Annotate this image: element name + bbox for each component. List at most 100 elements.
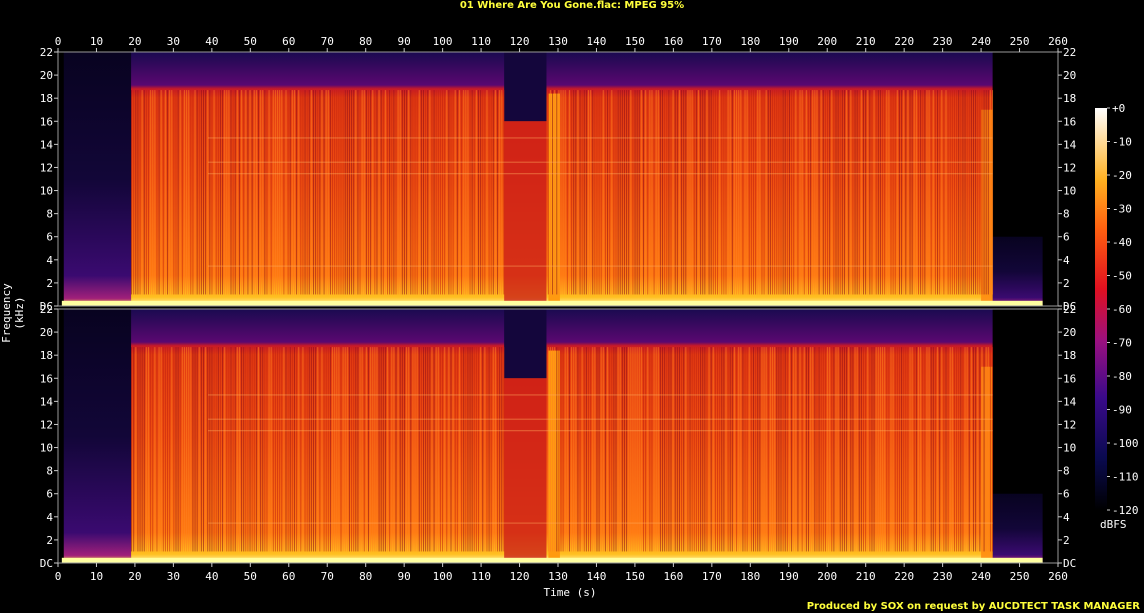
y-tick-label-left: 2 <box>46 534 53 547</box>
y-tick-label-right: 12 <box>1063 161 1076 174</box>
colorbar-tick-label: -80 <box>1112 370 1132 383</box>
tonal-line <box>208 394 993 396</box>
colorbar-label: dBFS <box>1100 518 1127 531</box>
y-tick-label-right: 8 <box>1063 465 1070 478</box>
bass-band <box>61 300 1043 306</box>
x-tick-label-top: 10 <box>90 35 103 48</box>
x-tick-label-bottom: 130 <box>548 570 568 583</box>
x-tick-label-bottom: 120 <box>510 570 530 583</box>
x-tick-label-top: 160 <box>663 35 683 48</box>
panel-background <box>58 52 1058 306</box>
y-tick-label-left: 20 <box>40 326 53 339</box>
x-tick-label-bottom: 240 <box>971 570 991 583</box>
footer-credit: Produced by SOX on request by AUCDTECT T… <box>806 601 1140 612</box>
tonal-line <box>208 418 993 420</box>
streak-texture <box>131 347 994 552</box>
chart-title: 01 Where Are You Gone.flac: MPEG 95% <box>459 0 685 11</box>
x-tick-label-bottom: 40 <box>205 570 218 583</box>
x-tick-label-top: 80 <box>359 35 372 48</box>
fade-tail-region <box>992 493 1043 563</box>
y-tick-label-right: 6 <box>1063 231 1070 244</box>
y-tick-label-right: 2 <box>1063 534 1070 547</box>
y-tick-label-left: 10 <box>40 185 53 198</box>
bright-band <box>548 350 560 563</box>
x-tick-label-bottom: 10 <box>90 570 103 583</box>
x-tick-label-bottom: 140 <box>587 570 607 583</box>
y-tick-label-left: 16 <box>40 372 53 385</box>
colorbar-tick-label: -30 <box>1112 203 1132 216</box>
y-tick-label-left: 4 <box>46 511 53 524</box>
x-tick-label-bottom: 260 <box>1048 570 1068 583</box>
tonal-line <box>208 137 993 139</box>
x-tick-label-top: 180 <box>740 35 760 48</box>
x-tick-label-top: 170 <box>702 35 722 48</box>
x-tick-label-top: 150 <box>625 35 645 48</box>
colorbar-tick-label: -120 <box>1112 504 1139 517</box>
y-tick-label-left: 14 <box>40 138 54 151</box>
x-tick-label-top: 190 <box>779 35 799 48</box>
y-tick-label-right: 22 <box>1063 46 1076 59</box>
audio-region <box>131 309 993 563</box>
bright-band-end <box>981 366 993 563</box>
dropout-region <box>504 309 547 379</box>
x-tick-label-bottom: 60 <box>282 570 295 583</box>
y-tick-label-left: 6 <box>46 488 53 501</box>
colorbar-tick-label: -40 <box>1112 236 1132 249</box>
x-tick-label-top: 70 <box>321 35 334 48</box>
y-tick-label-left: 14 <box>40 395 54 408</box>
y-tick-label-right: 10 <box>1063 442 1076 455</box>
tonal-line <box>208 173 993 175</box>
y-tick-label-left: 12 <box>40 418 53 431</box>
colorbar-tick-label: -50 <box>1112 270 1132 283</box>
x-tick-label-bottom: 170 <box>702 570 722 583</box>
x-tick-label-bottom: 230 <box>933 570 953 583</box>
y-tick-label-left: 22 <box>40 303 53 316</box>
y-tick-label-right: DC <box>1063 557 1076 570</box>
x-tick-label-top: 140 <box>587 35 607 48</box>
x-tick-label-top: 20 <box>128 35 141 48</box>
x-tick-label-bottom: 110 <box>471 570 491 583</box>
x-tick-label-top: 90 <box>398 35 411 48</box>
x-tick-label-bottom: 50 <box>244 570 257 583</box>
y-tick-label-right: 18 <box>1063 92 1076 105</box>
x-tick-label-bottom: 210 <box>856 570 876 583</box>
panel-background <box>58 309 1058 563</box>
panel-frame <box>57 51 1059 307</box>
x-tick-label-top: 100 <box>433 35 453 48</box>
audio-region <box>131 52 993 306</box>
x-tick-label-top: 210 <box>856 35 876 48</box>
colorbar-tick-label: -70 <box>1112 337 1132 350</box>
y-tick-label-left: 4 <box>46 254 53 267</box>
x-tick-label-top: 30 <box>167 35 180 48</box>
dropout-region <box>504 52 547 122</box>
intro-region <box>63 309 132 563</box>
y-tick-label-left: 8 <box>46 208 53 221</box>
y-tick-label-right: 16 <box>1063 115 1076 128</box>
x-tick-label-bottom: 220 <box>894 570 914 583</box>
tonal-line <box>208 161 993 163</box>
x-tick-label-top: 0 <box>55 35 62 48</box>
y-tick-label-left: DC <box>40 557 53 570</box>
y-tick-label-left: 22 <box>40 46 53 59</box>
y-tick-label-left: 12 <box>40 161 53 174</box>
bright-band <box>548 93 560 307</box>
x-tick-label-bottom: 250 <box>1010 570 1030 583</box>
dropout-lower-region <box>504 121 547 306</box>
y-axis-label: Frequency (kHz) <box>0 283 26 343</box>
y-tick-label-right: 20 <box>1063 69 1076 82</box>
x-tick-label-bottom: 20 <box>128 570 141 583</box>
colorbar-tick-label: -110 <box>1112 471 1139 484</box>
x-tick-label-bottom: 190 <box>779 570 799 583</box>
y-tick-label-left: 18 <box>40 349 53 362</box>
x-tick-label-bottom: 180 <box>740 570 760 583</box>
y-tick-label-right: 4 <box>1063 254 1070 267</box>
streak-texture <box>131 90 994 295</box>
bass-band <box>61 557 1043 563</box>
y-tick-label-left: 6 <box>46 231 53 244</box>
y-tick-label-right: 14 <box>1063 138 1077 151</box>
bright-band-end <box>981 109 993 307</box>
y-tick-label-right: 20 <box>1063 326 1076 339</box>
colorbar-tick-label: -90 <box>1112 404 1132 417</box>
x-tick-label-bottom: 70 <box>321 570 334 583</box>
